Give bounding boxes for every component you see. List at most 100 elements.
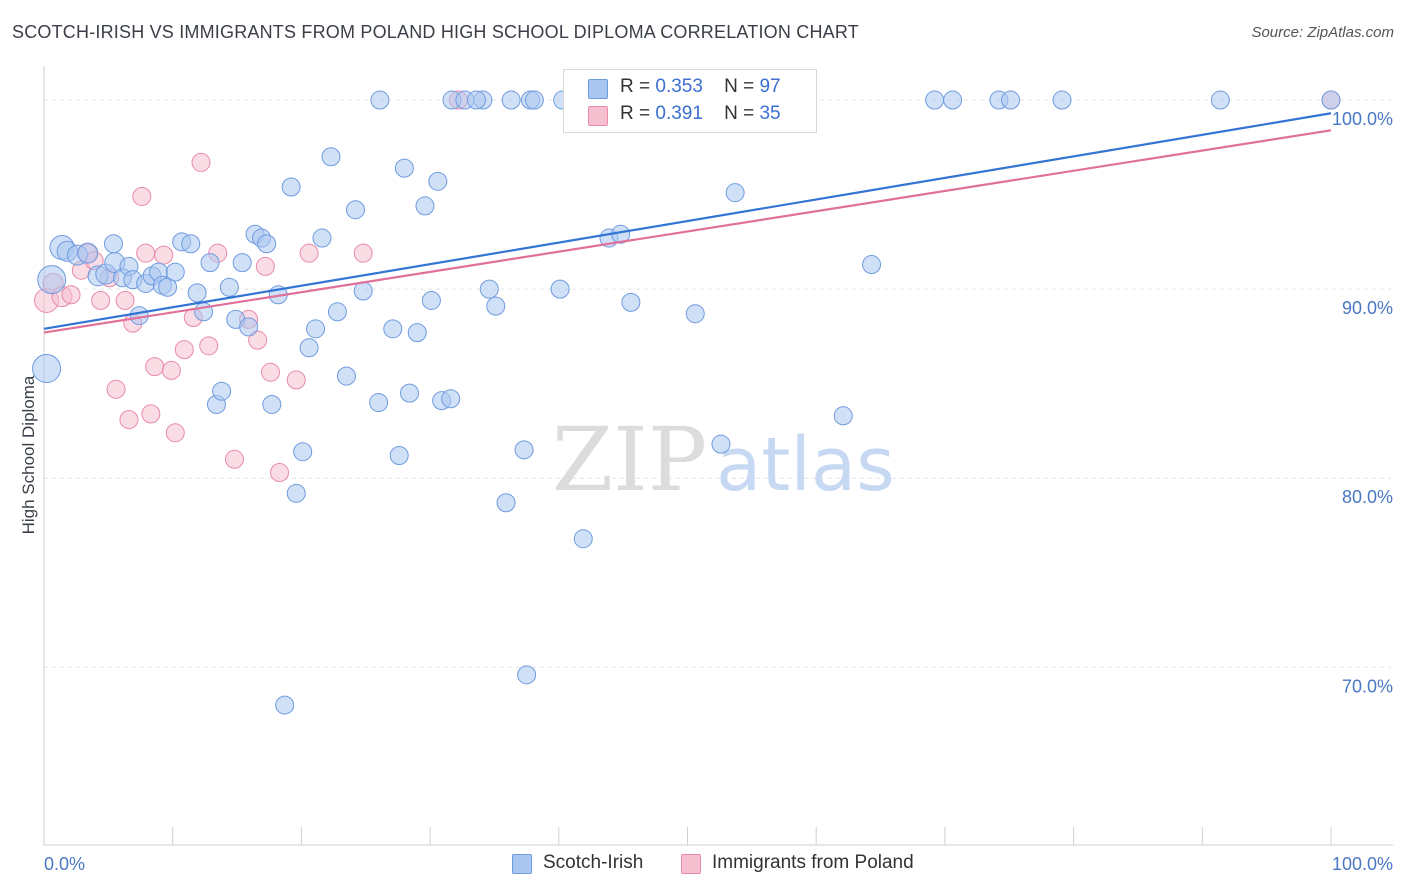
scotch-irish-point-81	[685, 304, 705, 324]
scotch-irish-point-1	[37, 265, 67, 295]
scotch-irish-point-30	[239, 317, 259, 337]
scotch-irish-point-55	[415, 196, 435, 216]
y-tick-label-0: 100.0%	[1332, 109, 1393, 129]
poland-point-22	[191, 152, 211, 172]
poland-point-29	[261, 362, 281, 382]
scotch-irish-point-94	[1321, 90, 1341, 110]
scotch-irish-point-45	[336, 366, 356, 386]
scotch-irish-point-56	[421, 290, 441, 310]
scotch-irish-point-47	[353, 281, 373, 301]
scotch-irish-point-51	[389, 446, 409, 465]
legend-n-label: N =	[724, 76, 755, 97]
legend-r-value: 0.391	[655, 103, 703, 124]
axes	[43, 66, 1393, 846]
legend-swatch-poland	[588, 106, 608, 126]
bottom-legend-swatch-poland	[681, 854, 701, 874]
scotch-irish-point-29	[232, 253, 252, 273]
y-tick-label-1: 90.0%	[1342, 298, 1393, 318]
scotch-irish-point-86	[833, 406, 853, 426]
x-tick-labels: 0.0% 100.0%	[44, 854, 1393, 874]
chart-source: Source: ZipAtlas.com	[1251, 24, 1394, 41]
scotch-irish-point-21	[181, 234, 201, 254]
scotch-irish-point-65	[496, 493, 516, 513]
poland-point-16	[145, 357, 165, 377]
legend-n-value: 97	[759, 76, 781, 97]
scotch-irish-point-24	[200, 253, 220, 273]
legend-r-label: R =	[620, 76, 651, 97]
bottom-legend-label-poland: Immigrants from Poland	[712, 852, 914, 873]
watermark-zip: ZIP	[552, 408, 707, 511]
legend-n-label: N =	[724, 103, 755, 124]
poland-point-30	[270, 463, 290, 483]
watermark: ZIP atlas	[552, 408, 895, 511]
watermark-atlas: atlas	[716, 422, 895, 508]
scotch-irish-point-89	[943, 90, 963, 110]
scotch-irish-point-34	[262, 394, 282, 414]
scotch-irish-point-74	[573, 529, 593, 549]
trend-line-poland	[43, 129, 1332, 334]
scotch-irish-point-59	[441, 389, 461, 409]
scotch-irish-point-50	[383, 319, 403, 339]
scotch-irish-point-40	[299, 338, 319, 358]
scotch-irish-point-19	[165, 262, 185, 282]
scotch-irish-point-71	[550, 279, 570, 299]
scotch-irish-point-52	[394, 158, 414, 178]
poland-point-18	[161, 360, 181, 380]
scotch-irish-point-46	[345, 200, 365, 220]
poland-point-13	[132, 186, 152, 206]
poland-point-9	[106, 379, 126, 399]
poland-point-23	[199, 336, 219, 356]
poland-point-32	[299, 243, 319, 263]
scotch-irish-point-48	[369, 393, 389, 413]
scotch-irish-point-91	[1001, 90, 1021, 110]
scotch-irish-point-42	[312, 228, 332, 248]
scotch-irish-point-22	[187, 283, 207, 303]
scotch-irish-point-93	[1210, 90, 1230, 110]
scotch-irish-point-41	[306, 319, 326, 339]
y-tick-label-3: 70.0%	[1342, 676, 1393, 696]
bottom-legend-swatch-scotch-irish	[512, 854, 532, 874]
scotch-irish-point-9	[103, 234, 123, 254]
legend-r-value: 0.353	[655, 76, 703, 97]
poland-point-17	[154, 245, 174, 265]
poland-point-27	[248, 330, 268, 350]
legend-n-value: 35	[759, 103, 781, 124]
poland-point-20	[174, 340, 194, 360]
scotch-irish-point-67	[514, 440, 534, 460]
y-axis-label: High School Diploma	[19, 375, 38, 534]
scotch-irish-point-33	[257, 234, 277, 254]
poland-point-15	[141, 404, 161, 424]
x-tick-label-1: 100.0%	[1332, 854, 1393, 874]
scotch-irish-point-26	[212, 381, 232, 401]
poland-point-19	[165, 423, 185, 443]
scotch-irish-point-43	[321, 147, 341, 167]
scotch-irish-point-82	[711, 434, 731, 454]
scotch-irish-point-66	[501, 90, 521, 110]
stats-legend: R = 0.353 N = 97 R = 0.391 N = 35	[563, 69, 817, 133]
poland-point-25	[224, 449, 244, 469]
scotch-irish-point-95	[466, 90, 486, 110]
legend-swatch-scotch-irish	[588, 79, 608, 99]
y-tick-label-2: 80.0%	[1342, 487, 1393, 507]
scotch-irish-point-36	[275, 695, 295, 715]
trend-lines	[43, 112, 1332, 334]
poland-point-31	[286, 370, 306, 390]
poland-point-7	[91, 290, 111, 310]
y-tick-labels: 100.0% 90.0% 80.0% 70.0%	[1332, 109, 1393, 696]
scotch-irish-point-57	[428, 171, 448, 191]
trend-line-scotch-irish	[43, 112, 1332, 330]
scotch-irish-point-79	[621, 292, 641, 312]
bottom-legend-label-scotch-irish: Scotch-Irish	[543, 852, 644, 873]
scotch-irish-point-0	[32, 354, 62, 384]
legend-r-label: R =	[620, 103, 651, 124]
scotch-irish-point-54	[407, 323, 427, 343]
scotch-irish-point-5	[77, 242, 99, 264]
chart-title: SCOTCH-IRISH VS IMMIGRANTS FROM POLAND H…	[12, 22, 859, 42]
scotch-irish-point-68	[517, 665, 537, 685]
scotch-irish-point-70	[524, 90, 544, 110]
scotch-irish-point-39	[293, 442, 313, 462]
poland-point-28	[255, 256, 275, 276]
poland-point-10	[115, 290, 135, 310]
poland-point-33	[353, 243, 373, 263]
